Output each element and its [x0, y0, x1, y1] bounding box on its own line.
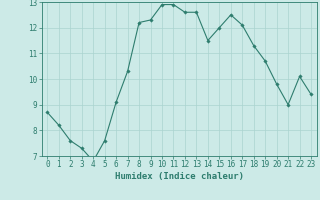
X-axis label: Humidex (Indice chaleur): Humidex (Indice chaleur)	[115, 172, 244, 181]
